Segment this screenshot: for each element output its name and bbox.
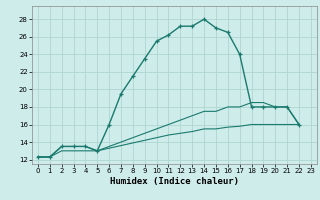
X-axis label: Humidex (Indice chaleur): Humidex (Indice chaleur) xyxy=(110,177,239,186)
